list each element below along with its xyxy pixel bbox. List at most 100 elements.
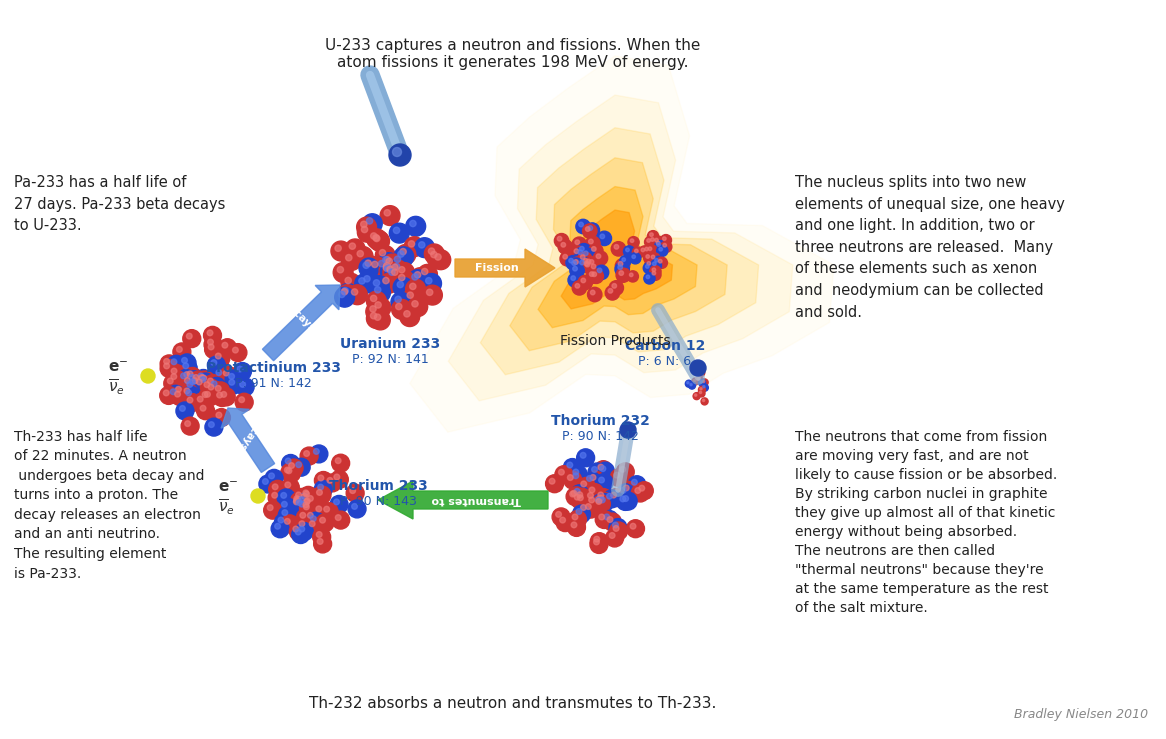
Circle shape [379,250,386,256]
Circle shape [183,394,202,412]
Circle shape [427,289,433,296]
Circle shape [571,246,585,260]
Circle shape [384,256,391,263]
Circle shape [575,488,580,494]
Circle shape [183,378,202,396]
Circle shape [371,313,377,319]
Circle shape [213,389,231,406]
Circle shape [212,350,230,367]
Circle shape [285,467,290,473]
Circle shape [286,468,292,474]
Circle shape [262,479,268,484]
Circle shape [316,531,322,537]
Circle shape [653,236,663,248]
Circle shape [686,380,693,387]
Text: Th-233 has half life
of 22 minutes. A neutron
 undergoes beta decay and
turns in: Th-233 has half life of 22 minutes. A ne… [14,430,204,581]
Circle shape [175,391,181,397]
Circle shape [173,383,190,401]
Circle shape [385,265,405,285]
Circle shape [648,236,660,247]
Circle shape [586,269,600,283]
Circle shape [393,263,400,270]
Circle shape [620,466,626,472]
Circle shape [659,248,662,251]
Circle shape [208,378,225,395]
Circle shape [569,259,574,263]
Circle shape [197,373,215,391]
Circle shape [577,492,583,497]
Circle shape [314,480,332,499]
Circle shape [272,520,289,538]
Circle shape [187,333,192,339]
Text: Th-232 absorbs a neutron and transmutes to Th-233.: Th-232 absorbs a neutron and transmutes … [309,696,717,711]
Circle shape [580,246,584,251]
Circle shape [554,234,569,248]
Circle shape [216,353,222,359]
Circle shape [294,497,300,503]
Circle shape [598,496,604,501]
Circle shape [208,330,213,336]
Circle shape [349,243,356,249]
Circle shape [557,236,562,241]
Circle shape [577,252,592,266]
Circle shape [569,258,583,273]
Circle shape [173,343,191,361]
Circle shape [168,355,185,373]
Circle shape [555,466,573,483]
Circle shape [300,498,317,517]
Circle shape [593,537,599,542]
Circle shape [300,447,318,465]
Polygon shape [538,186,697,327]
Circle shape [391,252,410,272]
Circle shape [596,494,613,511]
Circle shape [696,377,703,384]
Circle shape [382,256,389,263]
Circle shape [647,231,659,242]
Circle shape [189,374,195,380]
Circle shape [328,477,332,483]
Circle shape [570,491,589,508]
Circle shape [573,281,586,295]
Circle shape [589,259,593,265]
Text: Protactinium 233: Protactinium 233 [205,361,340,375]
Circle shape [595,488,612,506]
Circle shape [337,285,357,304]
Circle shape [293,458,310,476]
Circle shape [208,339,213,345]
Circle shape [578,275,592,290]
Circle shape [630,523,635,529]
Circle shape [573,473,578,479]
Circle shape [285,482,290,488]
Circle shape [302,494,308,499]
Circle shape [590,533,609,551]
Circle shape [575,240,580,245]
Circle shape [303,491,309,497]
Circle shape [631,484,649,502]
Text: Bradley Nielsen 2010: Bradley Nielsen 2010 [1014,708,1149,721]
Circle shape [583,224,597,238]
Circle shape [217,388,236,406]
Circle shape [703,386,705,388]
Circle shape [569,466,588,483]
Circle shape [410,268,430,287]
Circle shape [300,512,305,518]
Circle shape [317,489,322,495]
Circle shape [568,519,585,537]
Text: Fission Products: Fission Products [560,334,670,348]
Circle shape [365,260,371,266]
Circle shape [585,262,590,267]
Circle shape [380,253,400,273]
Circle shape [197,396,203,402]
Circle shape [225,376,244,394]
Circle shape [591,264,596,269]
Circle shape [290,492,308,510]
Circle shape [395,303,402,310]
Polygon shape [410,56,834,432]
Circle shape [373,234,379,241]
Circle shape [574,249,578,253]
Circle shape [281,478,300,497]
Circle shape [301,495,318,514]
Circle shape [590,536,607,554]
Circle shape [624,485,630,491]
Circle shape [310,516,316,522]
